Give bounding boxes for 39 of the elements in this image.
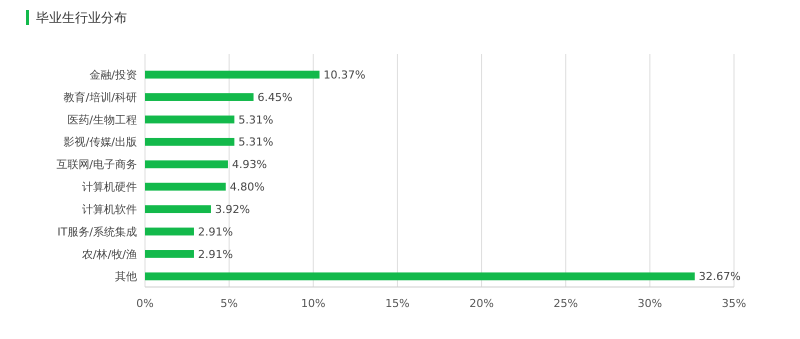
y-tick-label: 互联网/电子商务	[56, 158, 137, 172]
data-label: 6.45%	[258, 90, 292, 104]
x-tick-label: 30%	[638, 297, 662, 310]
bar	[145, 228, 194, 236]
y-tick-label: 计算机硬件	[82, 180, 137, 194]
x-tick-label: 15%	[385, 297, 410, 310]
data-label: 5.31%	[238, 136, 274, 149]
x-tick-label: 20%	[469, 297, 494, 310]
data-label: 2.91%	[198, 248, 233, 261]
x-tick-label: 35%	[722, 297, 746, 310]
bar	[145, 160, 228, 168]
bar	[145, 70, 320, 79]
chart-title: 毕业生行业分布	[36, 11, 127, 26]
data-label: 32.67%	[698, 270, 741, 284]
y-tick-label: 计算机软件	[82, 202, 137, 216]
x-tick-label: 10%	[301, 297, 326, 310]
bar	[145, 182, 226, 191]
bar	[145, 93, 254, 101]
data-label: 4.80%	[230, 180, 265, 194]
data-label: 5.31%	[238, 113, 274, 126]
y-tick-label: 教育/培训/科研	[64, 90, 137, 104]
y-tick-label: 金融/投资	[89, 68, 137, 82]
y-tick-label: 农/林/牧/渔	[82, 248, 137, 261]
y-tick-label: 医药/生物工程	[67, 113, 137, 126]
y-tick-label: 影视/传媒/出版	[64, 136, 137, 149]
bar	[145, 205, 211, 214]
y-tick-label: 其他	[115, 270, 137, 284]
x-tick-label: 5%	[220, 297, 238, 310]
x-tick-label: 25%	[553, 297, 578, 310]
bar	[145, 272, 695, 280]
y-tick-label: IT服务/系统集成	[57, 225, 137, 238]
data-label: 10.37%	[324, 68, 366, 82]
bar	[145, 116, 234, 124]
data-label: 2.91%	[198, 225, 233, 238]
data-label: 4.93%	[232, 158, 267, 172]
data-label: 3.92%	[214, 202, 250, 216]
bar	[145, 250, 194, 258]
x-tick-label: 0%	[136, 297, 154, 310]
bar	[145, 138, 234, 146]
